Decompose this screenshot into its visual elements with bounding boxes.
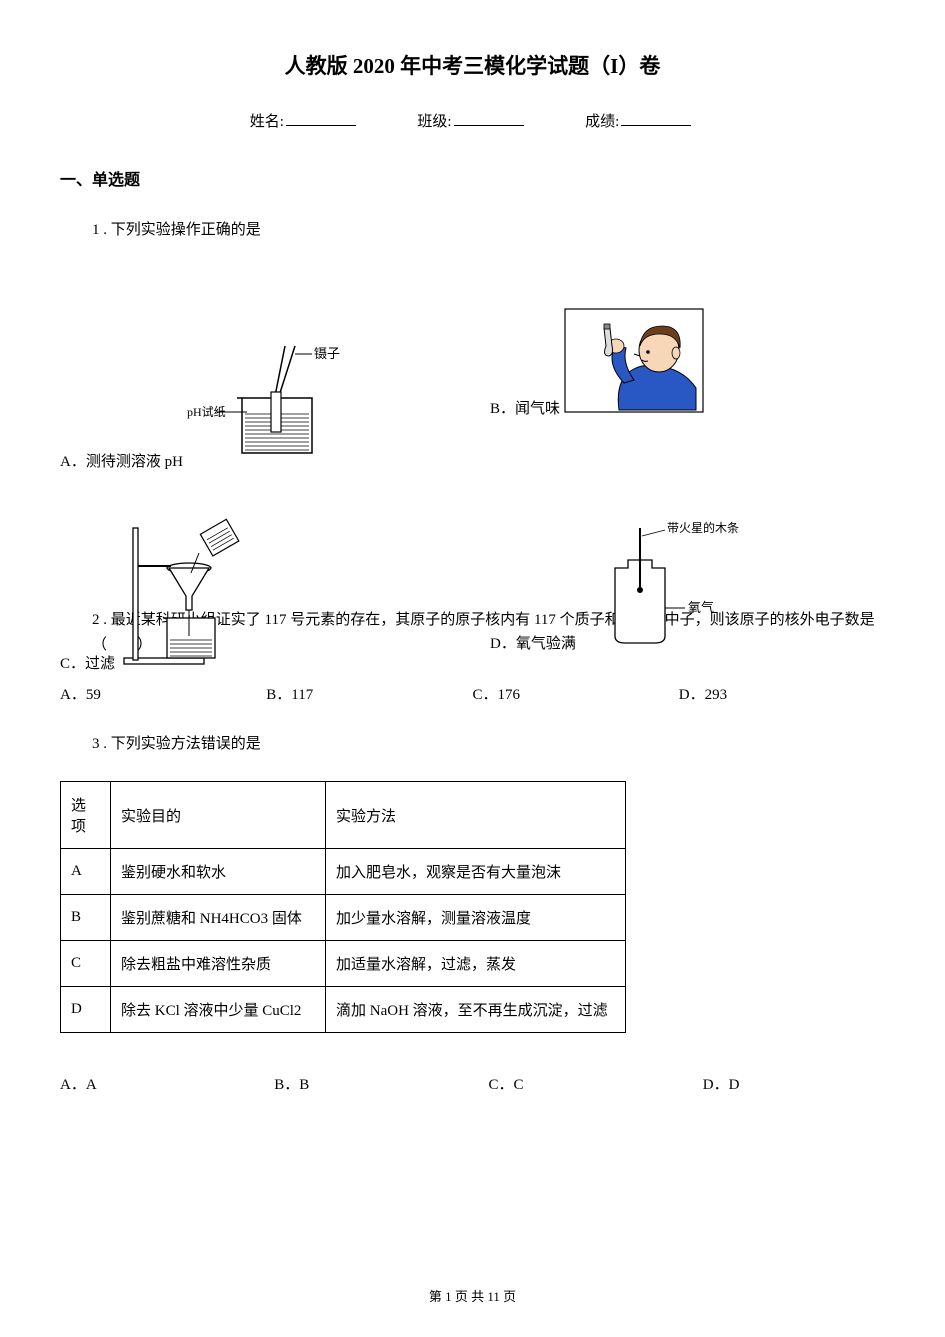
cell: 鉴别蔗糖和 NH4HCO3 固体 xyxy=(111,895,326,941)
q1-option-a: A．测待测溶液 pH xyxy=(60,336,352,471)
q3-stem: 3 . 下列实验方法错误的是 xyxy=(60,732,885,758)
q3-table: 选项 实验目的 实验方法 A 鉴别硬水和软水 加入肥皂水，观察是否有大量泡沫 B… xyxy=(60,781,626,1033)
q3-option-c: C．C xyxy=(457,1073,671,1094)
th-method: 实验方法 xyxy=(326,782,626,849)
q2-option-a: A．59 xyxy=(60,683,266,704)
q1-option-d-label: D．氧气验满 xyxy=(490,632,576,653)
q1-diagram-a: 镊子 pH试纸 xyxy=(187,336,352,471)
q1-diagram-d: 带火星的木条 氧气 xyxy=(580,518,755,653)
q2-option-c: C．176 xyxy=(473,683,679,704)
class-blank xyxy=(454,110,524,126)
section-heading: 一、单选题 xyxy=(60,166,885,190)
info-line: 姓名: 班级: 成绩: xyxy=(60,110,885,131)
table-header-row: 选项 实验目的 实验方法 xyxy=(61,782,626,849)
cell: C xyxy=(61,941,111,987)
th-purpose: 实验目的 xyxy=(111,782,326,849)
th-option: 选项 xyxy=(61,782,111,849)
page-footer: 第 1 页 共 11 页 xyxy=(0,1286,945,1305)
cell: D xyxy=(61,987,111,1033)
cell: B xyxy=(61,895,111,941)
q3-option-d: D．D xyxy=(671,1073,885,1094)
q2-option-b: B．117 xyxy=(266,683,472,704)
cell: A xyxy=(61,849,111,895)
q1-diagram-c xyxy=(119,518,259,673)
diag-d-label1: 带火星的木条 xyxy=(667,520,739,535)
q1-option-b-label: B．闻气味 xyxy=(490,397,560,418)
table-row: C 除去粗盐中难溶性杂质 加适量水溶解，过滤，蒸发 xyxy=(61,941,626,987)
q1-options: A．测待测溶液 pH xyxy=(60,268,885,608)
q1-option-b: B．闻气味 xyxy=(490,308,704,418)
diag-a-label2: pH试纸 xyxy=(187,404,226,419)
cell: 除去 KCl 溶液中少量 CuCl2 xyxy=(111,987,326,1033)
class-label: 班级: xyxy=(417,114,451,130)
score-blank xyxy=(621,110,691,126)
page-title: 人教版 2020 年中考三模化学试题（I）卷 xyxy=(60,50,885,80)
q1-option-c: C．过滤 xyxy=(60,518,259,673)
q1-option-c-label: C．过滤 xyxy=(60,652,115,673)
name-blank xyxy=(286,110,356,126)
q3-options: A．A B．B C．C D．D xyxy=(60,1073,885,1094)
cell: 除去粗盐中难溶性杂质 xyxy=(111,941,326,987)
q2-option-d: D．293 xyxy=(679,683,885,704)
cell: 加入肥皂水，观察是否有大量泡沫 xyxy=(326,849,626,895)
q1-stem: 1 . 下列实验操作正确的是 xyxy=(60,218,885,244)
score-label: 成绩: xyxy=(585,114,619,130)
cell: 滴加 NaOH 溶液，至不再生成沉淀，过滤 xyxy=(326,987,626,1033)
q3-option-b: B．B xyxy=(242,1073,456,1094)
q1-diagram-b xyxy=(564,308,704,418)
table-row: B 鉴别蔗糖和 NH4HCO3 固体 加少量水溶解，测量溶液温度 xyxy=(61,895,626,941)
q2-options: A．59 B．117 C．176 D．293 xyxy=(60,683,885,704)
q3-option-a: A．A xyxy=(60,1073,242,1094)
cell: 鉴别硬水和软水 xyxy=(111,849,326,895)
q1-option-a-label: A．测待测溶液 pH xyxy=(60,450,183,471)
q1-option-d: D．氧气验满 带火星的木条 氧气 xyxy=(490,518,755,653)
diag-a-label1: 镊子 xyxy=(314,346,340,361)
diag-d-label2: 氧气 xyxy=(688,600,714,615)
cell: 加少量水溶解，测量溶液温度 xyxy=(326,895,626,941)
table-row: A 鉴别硬水和软水 加入肥皂水，观察是否有大量泡沫 xyxy=(61,849,626,895)
name-label: 姓名: xyxy=(250,114,284,130)
table-row: D 除去 KCl 溶液中少量 CuCl2 滴加 NaOH 溶液，至不再生成沉淀，… xyxy=(61,987,626,1033)
cell: 加适量水溶解，过滤，蒸发 xyxy=(326,941,626,987)
